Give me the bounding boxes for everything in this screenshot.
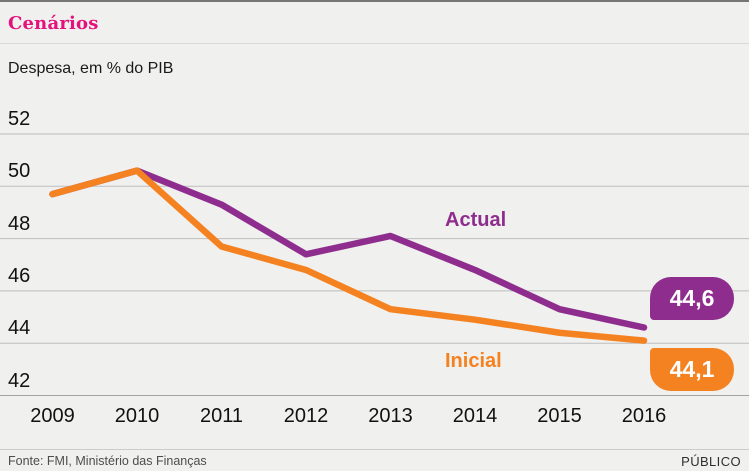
y-axis-label: 50 — [8, 160, 31, 183]
x-axis-label: 2015 — [537, 405, 582, 427]
actual-value-badge: 44,6 — [650, 277, 734, 320]
y-axis-label: 44 — [8, 317, 31, 340]
source-note: Fonte: FMI, Ministério das Finanças — [8, 454, 207, 468]
y-axis-label: 48 — [8, 212, 31, 235]
actual-end-value: 44,6 — [669, 285, 715, 311]
series-label-actual: Actual — [445, 209, 507, 231]
inicial-end-value: 44,1 — [669, 356, 715, 382]
series-line-inicial — [49, 167, 648, 344]
y-axis-label: 42 — [8, 369, 31, 392]
inicial-value-badge: 44,1 — [650, 348, 734, 391]
publication-logo: PÚBLICO — [681, 453, 741, 469]
series-label-inicial: Inicial — [445, 350, 502, 372]
series-line-actual — [49, 167, 648, 331]
footer-divider — [0, 449, 749, 450]
page-title: Cenários — [8, 13, 99, 34]
title-divider — [0, 43, 749, 44]
x-axis-label: 2010 — [114, 405, 160, 427]
x-axis-label: 2012 — [283, 405, 329, 427]
chart-subtitle: Despesa, em % do PIB — [8, 60, 174, 77]
x-axis-label: 2009 — [30, 405, 75, 427]
x-axis-label: 2014 — [452, 405, 498, 427]
y-axis-label: 52 — [8, 108, 31, 130]
x-axis-label: 2016 — [621, 405, 667, 427]
x-axis-label: 2011 — [199, 405, 243, 427]
y-axis-label: 46 — [8, 264, 31, 287]
footer: Fonte: FMI, Ministério das Finanças PÚBL… — [0, 451, 749, 471]
x-axis-label: 2013 — [368, 405, 413, 427]
